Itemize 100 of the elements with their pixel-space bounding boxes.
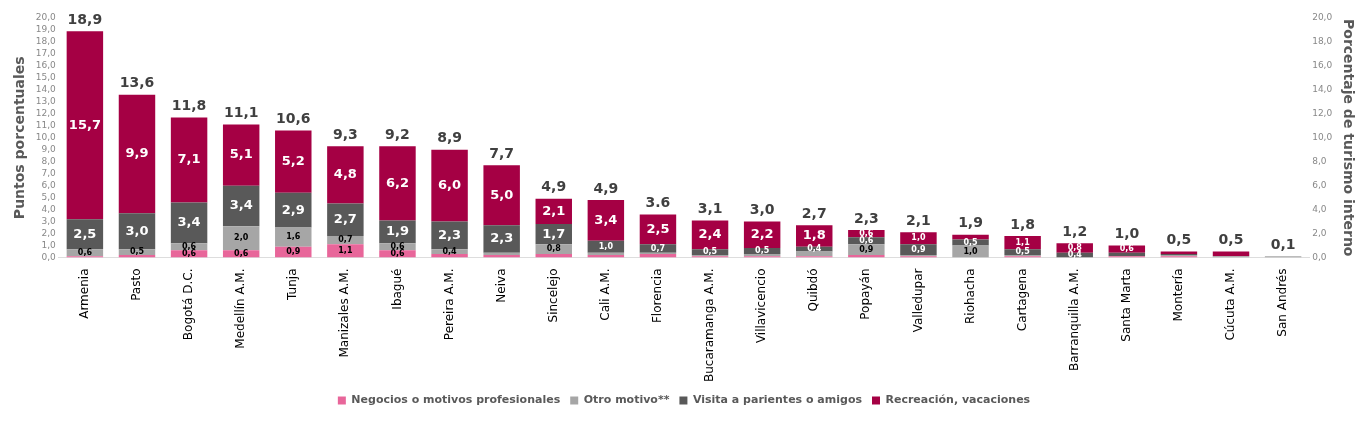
y2-tick-label: 20,0	[1312, 12, 1333, 23]
data-label: 4,8	[333, 166, 357, 182]
data-label: 0,6	[859, 235, 874, 245]
total-label: 3,1	[697, 200, 723, 217]
data-label: 2,3	[490, 230, 514, 246]
y-tick-label: 9,0	[41, 144, 57, 155]
x-tick-label: Popayán	[858, 268, 873, 320]
total-label: 3.6	[645, 194, 671, 211]
data-label: 1,0	[911, 233, 926, 243]
data-label: 2,1	[542, 202, 566, 218]
data-label: 0,6	[181, 249, 197, 258]
x-tick-label: Bucaramanga A.M.	[702, 268, 717, 383]
y-tick-label: 5,0	[41, 191, 57, 202]
x-tick-label: Barranquilla A.M.	[1066, 268, 1081, 372]
total-label: 8,9	[437, 129, 462, 146]
data-label: 0,4	[807, 244, 822, 254]
y2-tick-label: 12,0	[1312, 108, 1333, 119]
y-tick-label: 15,0	[35, 72, 57, 83]
data-label: 1,7	[542, 225, 566, 241]
y2-tick-label: 4,0	[1312, 203, 1327, 214]
y2-tick-label: 18,0	[1312, 36, 1333, 47]
total-label: 9,2	[385, 125, 410, 142]
x-tick-label: Pasto	[129, 268, 144, 301]
data-label: 1,6	[286, 232, 301, 242]
data-label: 2,2	[750, 226, 774, 242]
y-tick-label: 12,0	[35, 108, 57, 119]
x-tick-label: Riohacha	[962, 268, 977, 325]
y-tick-label: 10,0	[35, 132, 57, 143]
y2-tick-label: 14,0	[1312, 84, 1333, 95]
y-tick-label: 19,0	[35, 24, 57, 35]
x-tick-label: Valledupar	[910, 268, 925, 333]
total-label: 1,2	[1062, 222, 1088, 239]
data-label: 3,0	[125, 222, 149, 238]
y-tick-label: 6,0	[41, 180, 57, 190]
x-tick-label: Cali A.M.	[597, 268, 612, 321]
data-label: 3,4	[177, 214, 201, 230]
data-label: 1,8	[802, 227, 826, 243]
total-label: 1,8	[1010, 215, 1036, 232]
data-label: 0,5	[129, 247, 145, 257]
x-tick-label: Manizales A.M.	[337, 268, 352, 358]
data-label: 0,4	[1067, 250, 1083, 260]
data-label: 0,8	[546, 244, 562, 254]
y-tick-label: 16,0	[35, 60, 57, 71]
data-label: 2,4	[698, 226, 722, 242]
data-label: 0,6	[390, 249, 405, 258]
data-label: 3,4	[594, 211, 618, 227]
legend-label: Recreación, vacaciones	[885, 393, 1031, 407]
total-label: 0,5	[1218, 231, 1244, 248]
data-label: 2,0	[234, 233, 249, 243]
data-label: 6,0	[438, 177, 462, 193]
y2-tick-label: 8,0	[1312, 156, 1327, 167]
x-tick-label: Quibdó	[806, 268, 821, 312]
data-label: 0,6	[390, 241, 405, 251]
total-label: 11,1	[223, 104, 259, 121]
data-label: 0,7	[650, 243, 666, 253]
total-label: 13,6	[119, 74, 155, 91]
y-tick-label: 2,0	[41, 227, 57, 238]
y-tick-label: 1,0	[41, 239, 57, 250]
data-label: 5,0	[490, 186, 514, 202]
y-tick-label: 14,0	[35, 84, 57, 95]
data-label: 5,1	[229, 146, 253, 162]
x-tick-label: Cúcuta A.M.	[1223, 268, 1238, 341]
y-tick-label: 0,0	[41, 251, 57, 262]
y-tick-label: 3,0	[41, 215, 57, 226]
data-label: 0,6	[181, 241, 197, 251]
data-label: 2,5	[646, 220, 670, 236]
y-tick-label: 13,0	[35, 96, 57, 107]
total-label: 0,5	[1166, 231, 1192, 248]
x-tick-label: Pereira A.M.	[441, 268, 456, 341]
data-label: 0,5	[702, 247, 718, 257]
total-label: 7,7	[489, 144, 515, 161]
total-label: 4,9	[541, 178, 567, 195]
data-label: 0,9	[859, 244, 874, 254]
data-label: 1,0	[963, 246, 979, 256]
total-label: 2,3	[853, 209, 879, 226]
total-label: 1,0	[1114, 225, 1140, 242]
y2-axis-title: Porcentaje de turismo interno	[1340, 19, 1357, 257]
y-tick-label: 11,0	[35, 120, 57, 131]
x-tick-label: Montería	[1171, 268, 1186, 322]
data-label: 1,0	[598, 241, 614, 251]
legend-label: Visita a parientes o amigos	[692, 393, 863, 407]
total-label: 18,9	[67, 10, 103, 27]
legend-label: Otro motivo**	[583, 393, 670, 407]
y2-tick-label: 2,0	[1312, 227, 1327, 238]
x-tick-label: Santa Marta	[1118, 268, 1133, 342]
legend-label: Negocios o motivos profesionales	[351, 393, 561, 407]
data-label: 0,9	[911, 244, 926, 254]
data-label: 1,9	[385, 223, 409, 239]
data-label: 0,9	[286, 247, 301, 257]
total-label: 9,3	[332, 125, 358, 142]
data-label: 3,4	[229, 197, 253, 213]
data-label: 0,4	[442, 246, 458, 256]
data-label: 5,2	[281, 153, 305, 169]
x-tick-label: San Andrés	[1275, 268, 1290, 337]
data-label: 0,6	[234, 249, 249, 258]
total-label: 3,0	[749, 201, 775, 218]
total-label: 2,7	[801, 204, 827, 221]
y2-tick-label: 0,0	[1312, 251, 1327, 262]
x-tick-label: Villavicencio	[754, 268, 769, 344]
x-tick-label: Armenia	[77, 268, 92, 319]
